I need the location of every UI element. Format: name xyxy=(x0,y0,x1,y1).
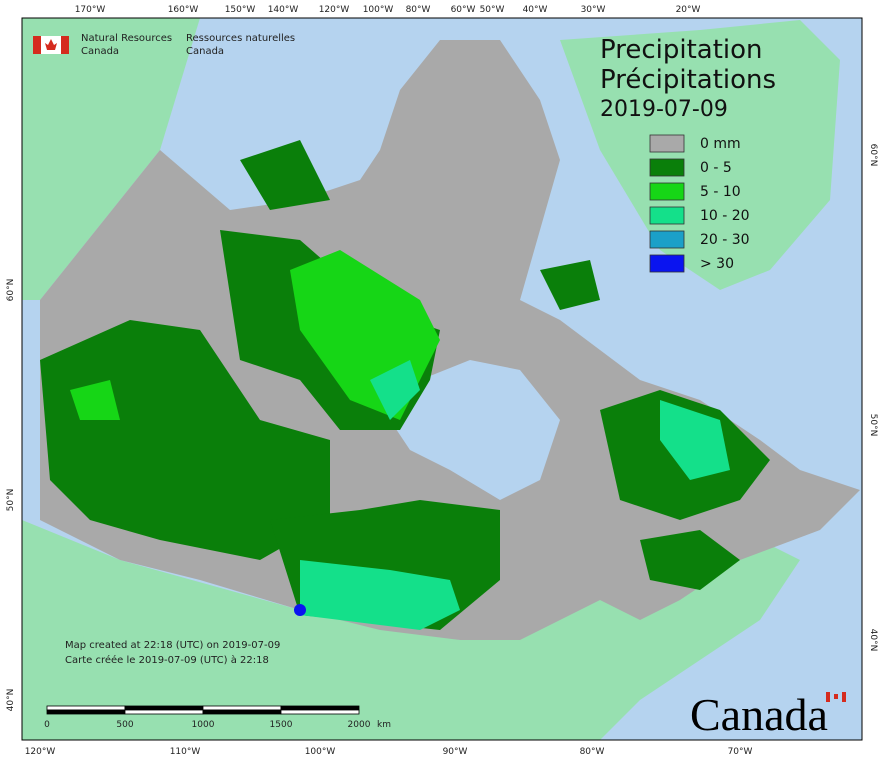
bottom-label: 110°W xyxy=(170,747,201,757)
graticule-labels: 170°W 160°W 150°W 140°W 120°W 100°W 80°W 60°W 50… xyxy=(6,5,878,757)
hudson-bay xyxy=(390,360,560,500)
flag-leaf xyxy=(45,39,57,50)
legend-label: 20 - 30 xyxy=(700,232,750,248)
legend-swatch xyxy=(649,158,685,177)
wordmark: Canada xyxy=(690,689,846,740)
scale-segment xyxy=(46,705,126,711)
left-label: 40°N xyxy=(6,689,16,712)
agency-fr: Ressources naturelles xyxy=(186,33,295,44)
agency-en: Natural Resources xyxy=(81,33,172,44)
top-label: 80°W xyxy=(406,5,431,15)
precip-west-5-10 xyxy=(70,380,120,420)
scale-segment xyxy=(202,709,282,715)
credit-fr: Carte créée le 2019-07-09 (UTC) à 22:18 xyxy=(65,654,269,666)
top-label: 30°W xyxy=(581,5,606,15)
right-label: 50°N xyxy=(868,414,878,437)
greenland xyxy=(560,20,840,290)
legend-swatch xyxy=(649,230,685,249)
scale-unit: km xyxy=(377,720,391,730)
scale-tick-label: 1000 xyxy=(192,720,215,730)
legend-label: 0 - 5 xyxy=(700,160,732,176)
scale-tick-label: 1500 xyxy=(270,720,293,730)
scale-segment xyxy=(124,709,204,715)
legend-swatch xyxy=(649,254,685,273)
agency-fr: Canada xyxy=(186,46,224,57)
wordmark-flag xyxy=(834,694,838,699)
bottom-label: 100°W xyxy=(305,747,336,757)
precip-baffin xyxy=(540,260,600,310)
scale-segment xyxy=(46,709,126,715)
wordmark-flag xyxy=(842,692,846,702)
flag-bar xyxy=(33,36,41,54)
top-label: 120°W xyxy=(319,5,350,15)
scale-tick-label: 500 xyxy=(116,720,133,730)
scale-bar: 0 500 1000 1500 2000 km xyxy=(44,705,391,730)
legend-label: 10 - 20 xyxy=(700,208,750,224)
map-body xyxy=(22,18,862,740)
bottom-label: 80°W xyxy=(580,747,605,757)
right-label: 60°N xyxy=(868,144,878,167)
top-label: 50°W xyxy=(480,5,505,15)
precip-arctic xyxy=(240,140,330,210)
top-label: 60°W xyxy=(451,5,476,15)
scale-segment xyxy=(202,705,282,711)
credit-en: Map created at 22:18 (UTC) on 2019-07-09 xyxy=(65,640,280,651)
legend-swatch xyxy=(649,182,685,201)
left-label: 50°N xyxy=(6,489,16,512)
top-label: 40°W xyxy=(523,5,548,15)
top-label: 20°W xyxy=(676,5,701,15)
precip-west xyxy=(40,320,330,560)
title-en: Precipitation xyxy=(600,35,763,65)
legend-label: 0 mm xyxy=(700,136,741,152)
bottom-label: 120°W xyxy=(25,747,56,757)
legend-label: > 30 xyxy=(700,256,734,272)
scale-tick-label: 0 xyxy=(44,720,50,730)
wordmark-flag xyxy=(826,692,830,702)
top-label: 170°W xyxy=(75,5,106,15)
legend-swatch xyxy=(649,206,685,225)
precip-maritimes xyxy=(640,530,740,590)
bottom-label: 70°W xyxy=(728,747,753,757)
top-label: 140°W xyxy=(268,5,299,15)
title-date: 2019-07-09 xyxy=(600,97,728,122)
agency-en: Canada xyxy=(81,46,119,57)
alaska xyxy=(22,18,200,300)
right-label: 40°N xyxy=(868,629,878,652)
scale-segment xyxy=(280,705,360,711)
precip-over-30 xyxy=(294,604,306,616)
credits: Map created at 22:18 (UTC) on 2019-07-09… xyxy=(65,640,280,666)
top-label: 160°W xyxy=(168,5,199,15)
left-label: 60°N xyxy=(6,279,16,302)
flag-bar xyxy=(61,36,69,54)
precip-north-10-20 xyxy=(370,360,420,420)
top-label: 150°W xyxy=(225,5,256,15)
top-label: 100°W xyxy=(363,5,394,15)
precip-south-10-20 xyxy=(300,560,460,630)
legend-label: 5 - 10 xyxy=(700,184,741,200)
title-fr: Précipitations xyxy=(600,65,776,95)
map-frame xyxy=(21,17,863,741)
header: Natural Resources Canada Ressources natu… xyxy=(33,33,295,57)
bottom-label: 90°W xyxy=(443,747,468,757)
legend: 0 mm 0 - 5 5 - 10 10 - 20 20 - 30 > 30 xyxy=(649,134,750,273)
legend-swatch xyxy=(649,134,685,153)
scale-tick-label: 2000 xyxy=(348,720,371,730)
scale-segment xyxy=(280,709,360,715)
precip-east-10-20 xyxy=(660,400,730,480)
scale-segment xyxy=(124,705,204,711)
wordmark-text: Canada xyxy=(690,689,828,740)
